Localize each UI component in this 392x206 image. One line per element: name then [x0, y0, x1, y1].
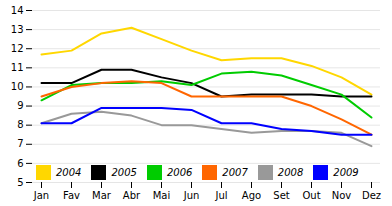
svg-text:11: 11 — [11, 62, 24, 73]
svg-text:Ago: Ago — [242, 190, 261, 201]
html-text:2005: 2005 — [111, 167, 137, 178]
svg-text:10: 10 — [11, 81, 24, 92]
svg-text:6: 6 — [17, 158, 23, 169]
svg-text:Mai: Mai — [153, 190, 171, 201]
html-text:2008: 2008 — [277, 167, 304, 178]
html-text:2004: 2004 — [56, 167, 82, 178]
html-text:2006: 2006 — [166, 167, 193, 178]
svg-text:14: 14 — [11, 5, 24, 16]
svg-text:5: 5 — [17, 177, 23, 188]
svg-text:8: 8 — [17, 119, 23, 130]
html-text:2007: 2007 — [222, 167, 248, 178]
svg-text:Jan: Jan — [33, 190, 49, 201]
svg-text:9: 9 — [17, 100, 23, 111]
svg-text:Jun: Jun — [183, 190, 200, 201]
svg-text:Fav: Fav — [63, 190, 80, 201]
svg-text:Out: Out — [302, 190, 320, 201]
svg-text:Nov: Nov — [332, 190, 352, 201]
svg-text:12: 12 — [11, 43, 24, 54]
svg-text:Jul: Jul — [214, 190, 227, 201]
svg-text:Set: Set — [273, 190, 290, 201]
svg-text:Abr: Abr — [123, 190, 141, 201]
svg-text:Dez: Dez — [362, 190, 381, 201]
svg-text:7: 7 — [17, 138, 23, 149]
html-text:2009: 2009 — [333, 167, 359, 178]
svg-text:Mar: Mar — [92, 190, 112, 201]
svg-text:13: 13 — [11, 24, 24, 35]
